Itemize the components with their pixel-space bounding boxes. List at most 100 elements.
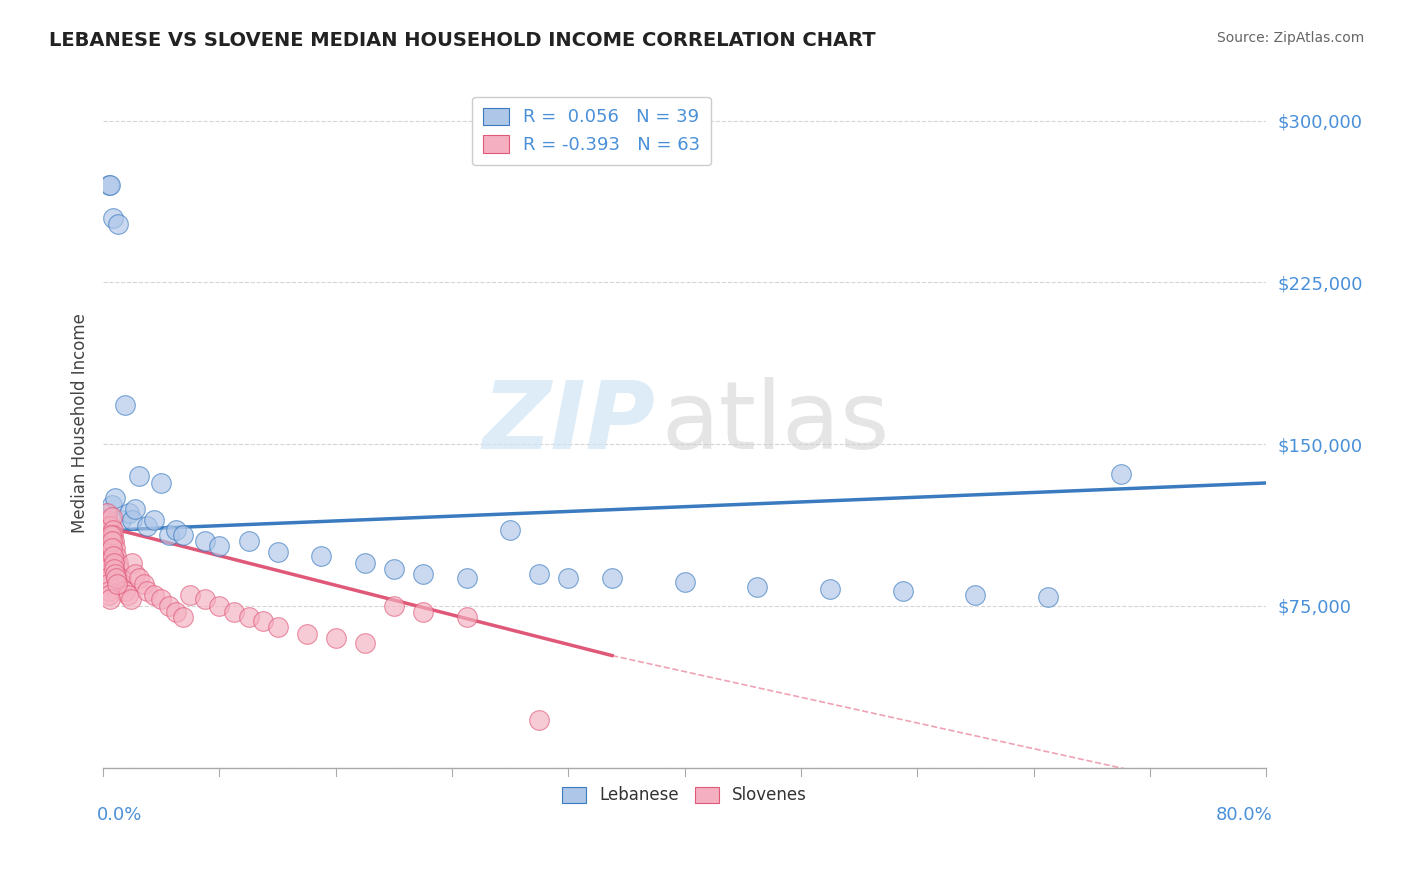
- Point: [105, 577, 128, 591]
- Point: [208, 599, 231, 613]
- Point: [93, 527, 115, 541]
- Point: [98, 592, 121, 607]
- Point: [965, 588, 987, 602]
- Point: [97, 519, 120, 533]
- Point: [1038, 591, 1060, 605]
- Point: [100, 519, 122, 533]
- Point: [157, 527, 180, 541]
- Point: [103, 527, 125, 541]
- Point: [382, 562, 405, 576]
- Point: [150, 475, 173, 490]
- Point: [121, 556, 143, 570]
- Text: Source: ZipAtlas.com: Source: ZipAtlas.com: [1216, 31, 1364, 45]
- Point: [747, 580, 769, 594]
- Point: [100, 178, 122, 193]
- Point: [94, 556, 117, 570]
- Point: [104, 491, 127, 505]
- Point: [98, 534, 121, 549]
- Point: [222, 606, 245, 620]
- Point: [114, 398, 136, 412]
- Point: [118, 506, 141, 520]
- Text: LEBANESE VS SLOVENE MEDIAN HOUSEHOLD INCOME CORRELATION CHART: LEBANESE VS SLOVENE MEDIAN HOUSEHOLD INC…: [49, 31, 876, 50]
- Point: [94, 534, 117, 549]
- Point: [101, 549, 124, 564]
- Point: [94, 524, 117, 538]
- Point: [309, 549, 332, 564]
- Point: [132, 577, 155, 591]
- Point: [143, 588, 166, 602]
- Point: [456, 571, 478, 585]
- Point: [124, 566, 146, 581]
- Point: [266, 545, 288, 559]
- Point: [295, 627, 318, 641]
- Point: [94, 545, 117, 559]
- Point: [96, 513, 118, 527]
- Point: [412, 566, 434, 581]
- Point: [252, 614, 274, 628]
- Point: [105, 549, 128, 564]
- Point: [100, 539, 122, 553]
- Point: [165, 606, 187, 620]
- Point: [100, 534, 122, 549]
- Point: [412, 606, 434, 620]
- Point: [353, 635, 375, 649]
- Point: [101, 524, 124, 538]
- Point: [124, 501, 146, 516]
- Point: [238, 534, 260, 549]
- Point: [97, 178, 120, 193]
- Legend: Lebanese, Slovenes: Lebanese, Slovenes: [555, 780, 814, 811]
- Point: [194, 534, 217, 549]
- Point: [128, 469, 150, 483]
- Point: [1109, 467, 1132, 482]
- Text: atlas: atlas: [661, 376, 890, 468]
- Point: [111, 577, 134, 591]
- Point: [96, 506, 118, 520]
- Point: [135, 583, 157, 598]
- Point: [128, 571, 150, 585]
- Point: [97, 583, 120, 598]
- Point: [103, 556, 125, 570]
- Point: [100, 527, 122, 541]
- Point: [103, 211, 125, 225]
- Point: [238, 609, 260, 624]
- Point: [104, 571, 127, 585]
- Point: [97, 577, 120, 591]
- Point: [353, 556, 375, 570]
- Point: [382, 599, 405, 613]
- Point: [208, 539, 231, 553]
- Point: [456, 609, 478, 624]
- Point: [673, 575, 696, 590]
- Point: [98, 588, 121, 602]
- Point: [108, 562, 131, 576]
- Y-axis label: Median Household Income: Median Household Income: [72, 312, 89, 533]
- Point: [529, 566, 551, 581]
- Point: [110, 571, 132, 585]
- Point: [107, 556, 129, 570]
- Point: [101, 498, 124, 512]
- Point: [150, 592, 173, 607]
- Point: [891, 583, 914, 598]
- Point: [557, 571, 579, 585]
- Point: [104, 566, 127, 581]
- Text: 0.0%: 0.0%: [97, 805, 142, 823]
- Point: [194, 592, 217, 607]
- Point: [110, 513, 132, 527]
- Point: [266, 620, 288, 634]
- Point: [101, 510, 124, 524]
- Point: [107, 217, 129, 231]
- Text: 80.0%: 80.0%: [1215, 805, 1272, 823]
- Point: [103, 562, 125, 576]
- Point: [96, 562, 118, 576]
- Point: [172, 527, 194, 541]
- Point: [179, 588, 201, 602]
- Point: [104, 541, 127, 555]
- Point: [172, 609, 194, 624]
- Point: [103, 534, 125, 549]
- Point: [325, 632, 347, 646]
- Point: [135, 519, 157, 533]
- Point: [499, 524, 522, 538]
- Point: [101, 541, 124, 555]
- Text: ZIP: ZIP: [482, 376, 655, 468]
- Point: [114, 583, 136, 598]
- Point: [529, 713, 551, 727]
